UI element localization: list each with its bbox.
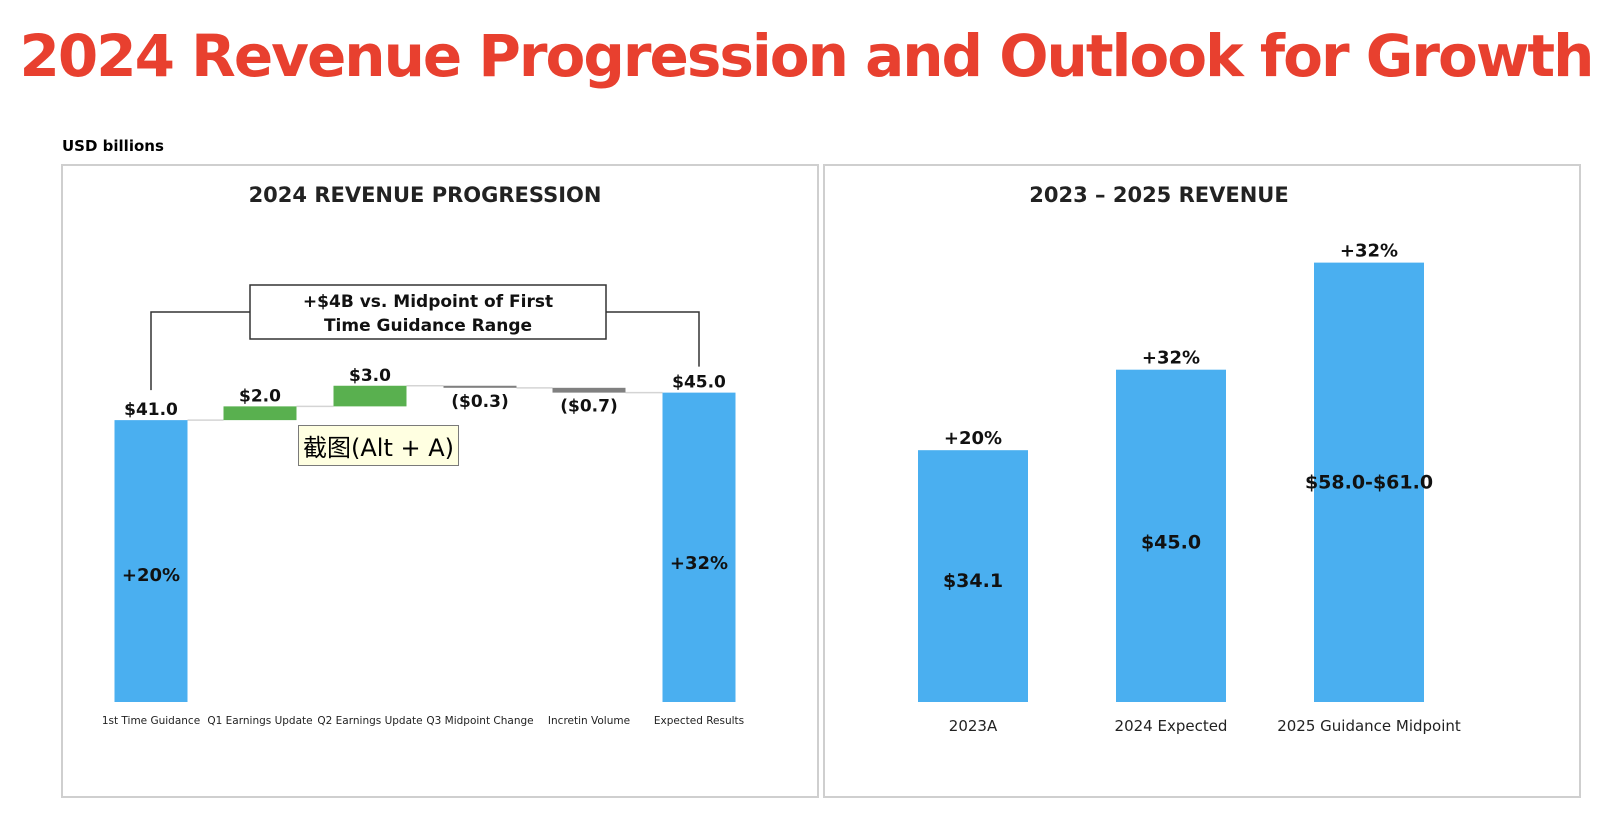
revenue-bar-2024-expected xyxy=(1116,369,1226,702)
waterfall-bar-q1-earnings-update xyxy=(223,406,297,421)
unit-label: USD billions xyxy=(62,137,164,155)
revenue-category-label: 2024 Expected xyxy=(1115,717,1228,735)
revenue-value-label: $58.0-$61.0 xyxy=(1305,471,1433,493)
page-title: 2024 Revenue Progression and Outlook for… xyxy=(19,22,1595,90)
waterfall-value-label: ($0.3) xyxy=(451,392,508,412)
revenue-growth-label: +32% xyxy=(1340,241,1398,262)
revenue-value-label: $45.0 xyxy=(1141,531,1201,553)
waterfall-bar-incretin-volume xyxy=(552,387,626,393)
annotation-text: +$4B vs. Midpoint of First Time Guidance … xyxy=(303,292,553,336)
annotation-box xyxy=(249,284,607,340)
waterfall-chart-panel: 2024 REVENUE PROGRESSION $41.0 +20% 1st Tim… xyxy=(61,164,819,798)
waterfall-value-label: $45.0 xyxy=(672,373,726,393)
waterfall-chart: 2024 REVENUE PROGRESSION $41.0 +20% 1st Tim… xyxy=(102,183,744,727)
revenue-value-label: $34.1 xyxy=(943,570,1003,592)
waterfall-category-label: Q3 Midpoint Change xyxy=(426,715,533,727)
revenue-category-label: 2023A xyxy=(949,717,998,735)
waterfall-category-label: Expected Results xyxy=(654,715,744,727)
revenue-bar-chart: 2023 – 2025 REVENUE +20% $34.1 2023A +32% $45… xyxy=(918,183,1461,735)
revenue-title: 2023 – 2025 REVENUE xyxy=(1029,183,1288,207)
revenue-growth-label: +20% xyxy=(944,428,1002,449)
waterfall-value-label: $2.0 xyxy=(239,386,281,406)
revenue-bar-2025-guidance-midpoint xyxy=(1314,262,1424,702)
waterfall-bar-expected-results xyxy=(662,392,736,702)
annotation-bracket-right xyxy=(606,311,700,367)
waterfall-growth-label: +20% xyxy=(122,565,180,586)
waterfall-value-label: $3.0 xyxy=(349,366,391,386)
waterfall-value-label: ($0.7) xyxy=(560,397,617,417)
waterfall-value-label: $41.0 xyxy=(124,400,178,420)
waterfall-growth-label: +32% xyxy=(670,553,728,574)
revenue-bar-2023a xyxy=(918,450,1028,702)
waterfall-category-label: Q1 Earnings Update xyxy=(207,715,312,727)
waterfall-title: 2024 REVENUE PROGRESSION xyxy=(249,183,602,207)
waterfall-category-label: Incretin Volume xyxy=(548,715,630,727)
revenue-growth-label: +32% xyxy=(1142,348,1200,369)
waterfall-bar-1st-time-guidance xyxy=(114,420,188,702)
waterfall-category-label: 1st Time Guidance xyxy=(102,715,200,727)
waterfall-category-label: Q2 Earnings Update xyxy=(317,715,422,727)
revenue-category-label: 2025 Guidance Midpoint xyxy=(1277,717,1461,735)
waterfall-bar-q3-midpoint-change xyxy=(443,385,517,388)
annotation-bracket-left xyxy=(150,311,250,391)
waterfall-bar-q2-earnings-update xyxy=(333,385,407,407)
screenshot-tooltip: 截图(Alt + A) xyxy=(298,425,460,466)
revenue-chart-panel: 2023 – 2025 REVENUE +20% $34.1 2023A +32% $45… xyxy=(823,164,1581,798)
